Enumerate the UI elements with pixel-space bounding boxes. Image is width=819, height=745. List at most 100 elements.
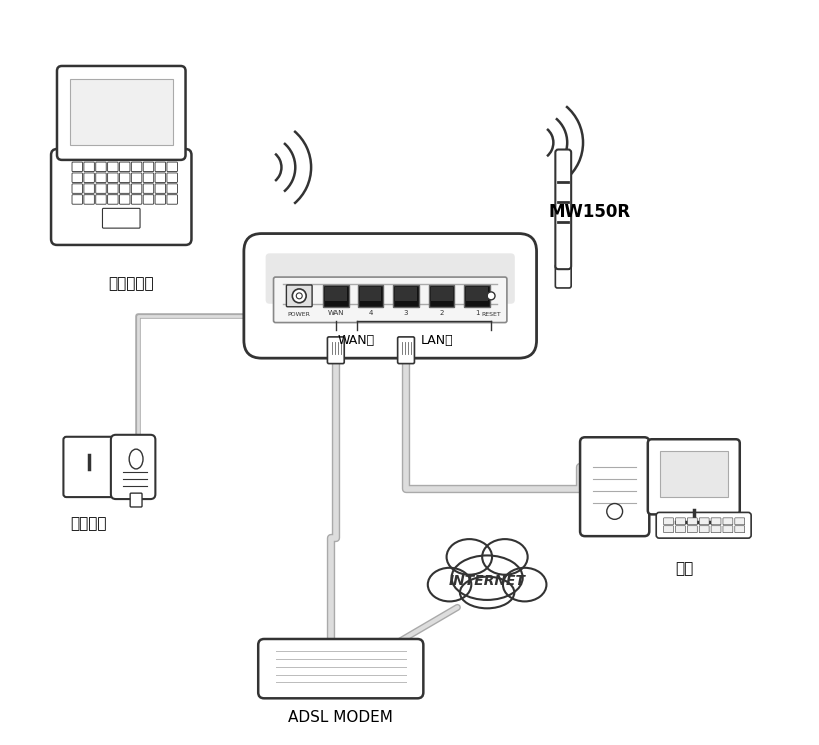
Text: INTERNET: INTERNET bbox=[449, 574, 526, 588]
Text: 4: 4 bbox=[369, 310, 373, 316]
Ellipse shape bbox=[446, 539, 492, 574]
FancyBboxPatch shape bbox=[167, 184, 178, 193]
FancyBboxPatch shape bbox=[120, 173, 130, 183]
Text: WAN: WAN bbox=[328, 310, 344, 316]
FancyBboxPatch shape bbox=[131, 184, 142, 193]
FancyBboxPatch shape bbox=[107, 184, 118, 193]
FancyBboxPatch shape bbox=[96, 194, 106, 204]
FancyBboxPatch shape bbox=[120, 194, 130, 204]
FancyBboxPatch shape bbox=[395, 287, 417, 301]
FancyBboxPatch shape bbox=[663, 518, 673, 524]
Text: 电脑: 电脑 bbox=[675, 561, 693, 576]
FancyBboxPatch shape bbox=[555, 264, 571, 288]
FancyBboxPatch shape bbox=[167, 162, 178, 171]
FancyBboxPatch shape bbox=[429, 285, 455, 307]
FancyBboxPatch shape bbox=[555, 150, 571, 269]
FancyBboxPatch shape bbox=[274, 277, 507, 323]
FancyBboxPatch shape bbox=[96, 184, 106, 193]
FancyBboxPatch shape bbox=[84, 184, 94, 193]
FancyBboxPatch shape bbox=[323, 285, 349, 307]
FancyBboxPatch shape bbox=[131, 162, 142, 171]
Ellipse shape bbox=[428, 568, 471, 601]
FancyBboxPatch shape bbox=[70, 79, 173, 145]
FancyBboxPatch shape bbox=[328, 337, 344, 364]
FancyBboxPatch shape bbox=[111, 435, 156, 499]
FancyBboxPatch shape bbox=[358, 285, 383, 307]
FancyBboxPatch shape bbox=[287, 285, 312, 307]
FancyBboxPatch shape bbox=[687, 518, 697, 524]
FancyBboxPatch shape bbox=[84, 162, 94, 171]
FancyBboxPatch shape bbox=[131, 173, 142, 183]
FancyBboxPatch shape bbox=[143, 162, 154, 171]
Text: 笔记本电脑: 笔记本电脑 bbox=[108, 276, 154, 291]
FancyBboxPatch shape bbox=[464, 285, 490, 307]
FancyBboxPatch shape bbox=[676, 526, 686, 533]
Ellipse shape bbox=[460, 577, 514, 609]
Text: MW150R: MW150R bbox=[549, 203, 631, 221]
Text: ADSL MODEM: ADSL MODEM bbox=[288, 710, 393, 725]
FancyBboxPatch shape bbox=[143, 194, 154, 204]
FancyBboxPatch shape bbox=[360, 287, 382, 301]
FancyBboxPatch shape bbox=[96, 173, 106, 183]
Ellipse shape bbox=[129, 449, 143, 469]
FancyBboxPatch shape bbox=[648, 440, 740, 514]
FancyBboxPatch shape bbox=[656, 513, 751, 538]
FancyBboxPatch shape bbox=[580, 437, 649, 536]
FancyBboxPatch shape bbox=[120, 184, 130, 193]
FancyBboxPatch shape bbox=[155, 194, 165, 204]
Ellipse shape bbox=[451, 556, 523, 600]
Text: 电源接口: 电源接口 bbox=[70, 516, 107, 531]
FancyBboxPatch shape bbox=[72, 162, 83, 171]
Text: POWER: POWER bbox=[287, 311, 310, 317]
FancyBboxPatch shape bbox=[107, 194, 118, 204]
Circle shape bbox=[487, 292, 495, 299]
FancyBboxPatch shape bbox=[155, 184, 165, 193]
FancyBboxPatch shape bbox=[393, 285, 419, 307]
FancyBboxPatch shape bbox=[699, 518, 709, 524]
FancyBboxPatch shape bbox=[676, 518, 686, 524]
FancyBboxPatch shape bbox=[143, 184, 154, 193]
FancyBboxPatch shape bbox=[120, 162, 130, 171]
Circle shape bbox=[296, 293, 302, 299]
Text: 3: 3 bbox=[404, 310, 409, 316]
FancyBboxPatch shape bbox=[711, 518, 721, 524]
FancyBboxPatch shape bbox=[130, 493, 142, 507]
FancyBboxPatch shape bbox=[57, 66, 186, 160]
FancyBboxPatch shape bbox=[265, 253, 515, 304]
FancyBboxPatch shape bbox=[63, 437, 124, 497]
FancyBboxPatch shape bbox=[102, 209, 140, 228]
Text: LAN口: LAN口 bbox=[421, 335, 454, 347]
FancyBboxPatch shape bbox=[466, 287, 488, 301]
FancyBboxPatch shape bbox=[244, 234, 536, 358]
FancyBboxPatch shape bbox=[711, 526, 721, 533]
FancyBboxPatch shape bbox=[663, 526, 673, 533]
Text: RESET: RESET bbox=[482, 311, 501, 317]
FancyBboxPatch shape bbox=[325, 287, 346, 301]
FancyBboxPatch shape bbox=[131, 194, 142, 204]
Ellipse shape bbox=[503, 568, 546, 601]
FancyBboxPatch shape bbox=[107, 162, 118, 171]
FancyBboxPatch shape bbox=[72, 184, 83, 193]
FancyBboxPatch shape bbox=[96, 162, 106, 171]
FancyBboxPatch shape bbox=[687, 526, 697, 533]
FancyBboxPatch shape bbox=[84, 173, 94, 183]
Circle shape bbox=[607, 504, 622, 519]
FancyBboxPatch shape bbox=[51, 149, 192, 245]
FancyBboxPatch shape bbox=[699, 526, 709, 533]
FancyBboxPatch shape bbox=[155, 162, 165, 171]
FancyBboxPatch shape bbox=[167, 194, 178, 204]
Text: WAN口: WAN口 bbox=[337, 335, 375, 347]
Text: 1: 1 bbox=[475, 310, 479, 316]
FancyBboxPatch shape bbox=[735, 518, 744, 524]
FancyBboxPatch shape bbox=[431, 287, 453, 301]
FancyBboxPatch shape bbox=[723, 526, 733, 533]
FancyBboxPatch shape bbox=[735, 526, 744, 533]
Circle shape bbox=[292, 289, 306, 302]
FancyBboxPatch shape bbox=[143, 173, 154, 183]
FancyBboxPatch shape bbox=[167, 173, 178, 183]
Ellipse shape bbox=[482, 539, 527, 574]
FancyBboxPatch shape bbox=[155, 173, 165, 183]
FancyBboxPatch shape bbox=[258, 639, 423, 698]
FancyBboxPatch shape bbox=[84, 194, 94, 204]
FancyBboxPatch shape bbox=[107, 173, 118, 183]
